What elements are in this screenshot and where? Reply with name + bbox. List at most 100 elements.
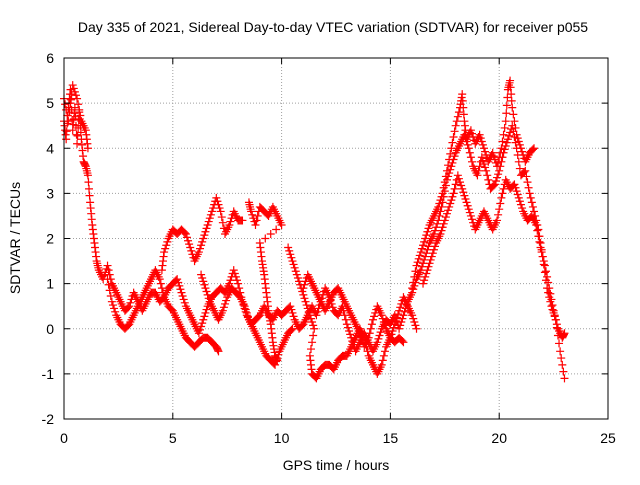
plus-marker (64, 117, 73, 126)
plus-marker (441, 172, 450, 181)
plus-marker (396, 321, 405, 330)
plus-marker (293, 273, 302, 282)
plus-marker (379, 351, 388, 360)
plus-marker (488, 148, 497, 157)
plus-marker (232, 276, 241, 285)
plus-marker (380, 321, 389, 330)
plus-marker (534, 225, 543, 234)
plus-marker (243, 312, 252, 321)
plus-marker (343, 323, 352, 332)
plus-marker (309, 331, 318, 340)
plus-marker (506, 76, 515, 85)
plus-marker (478, 140, 487, 149)
plus-marker (186, 243, 195, 252)
plus-marker (495, 166, 504, 175)
plus-marker (69, 84, 78, 93)
plus-marker (503, 93, 512, 102)
plus-marker (506, 83, 515, 92)
plus-marker (301, 297, 310, 306)
plus-marker (536, 243, 545, 252)
plus-marker (196, 325, 204, 334)
plus-marker (494, 210, 503, 219)
plus-marker (530, 144, 539, 153)
plus-marker (518, 147, 527, 156)
plus-marker (497, 193, 506, 202)
plus-marker (199, 315, 208, 324)
data-points (60, 76, 569, 383)
plus-marker (199, 234, 208, 243)
plus-marker (420, 237, 429, 246)
plus-marker (495, 205, 504, 214)
plus-marker (493, 173, 502, 182)
data-series (197, 270, 297, 369)
plus-marker (412, 324, 421, 333)
plus-marker (107, 297, 116, 306)
plus-marker (534, 232, 543, 241)
plus-marker (251, 220, 260, 229)
plus-marker (494, 170, 503, 179)
plus-marker (180, 298, 189, 307)
plus-marker (465, 208, 474, 217)
plus-marker (197, 270, 206, 279)
plus-marker (437, 192, 446, 201)
plus-marker (74, 100, 83, 109)
chart-title: Day 335 of 2021, Sidereal Day-to-day VTE… (78, 19, 588, 35)
plus-marker (180, 228, 189, 237)
plus-marker (421, 272, 430, 281)
plus-marker (204, 217, 213, 226)
plus-marker (85, 184, 94, 193)
plus-marker (426, 255, 435, 264)
plus-marker (207, 207, 216, 216)
plus-marker (409, 278, 418, 287)
plus-marker (76, 128, 85, 137)
plus-marker (500, 123, 509, 132)
plus-marker (302, 301, 311, 310)
plus-marker (187, 246, 196, 255)
plus-marker (104, 266, 113, 275)
plus-marker (538, 252, 547, 261)
plus-marker (504, 131, 513, 140)
plus-marker (464, 205, 473, 214)
plus-marker (511, 123, 520, 132)
plus-marker (502, 101, 511, 110)
plus-marker (292, 270, 301, 279)
y-tick-label: 2 (46, 231, 54, 247)
plus-marker (481, 147, 490, 156)
plus-marker (520, 167, 529, 176)
plus-marker (518, 204, 527, 213)
plus-marker (494, 157, 503, 166)
plus-marker (248, 210, 257, 219)
plus-marker (104, 280, 113, 289)
plus-marker (459, 110, 468, 119)
plus-marker (468, 157, 476, 166)
plus-marker (540, 268, 549, 277)
plus-marker (242, 308, 251, 317)
plus-marker (201, 227, 210, 236)
plus-marker (366, 324, 375, 333)
plus-marker (450, 127, 459, 136)
plus-marker (548, 301, 557, 310)
plus-marker (184, 236, 193, 245)
plus-marker (106, 292, 115, 301)
plus-marker (103, 275, 112, 284)
plus-marker (194, 248, 203, 257)
plus-marker (409, 285, 418, 294)
plus-marker (83, 144, 92, 153)
plus-marker (213, 197, 222, 206)
plus-marker (304, 307, 313, 316)
plus-marker (459, 188, 468, 197)
plus-marker (368, 315, 377, 324)
plus-marker (341, 315, 350, 324)
plus-marker (421, 234, 430, 243)
plus-marker (291, 267, 300, 276)
plus-marker (308, 338, 317, 347)
plus-marker (206, 210, 215, 219)
y-tick-label: 5 (46, 95, 54, 111)
plus-marker (287, 325, 296, 334)
grid-lines (64, 58, 608, 419)
plus-marker (475, 162, 484, 171)
plus-marker (512, 187, 521, 196)
plus-marker (71, 91, 80, 100)
plus-marker (398, 337, 407, 346)
